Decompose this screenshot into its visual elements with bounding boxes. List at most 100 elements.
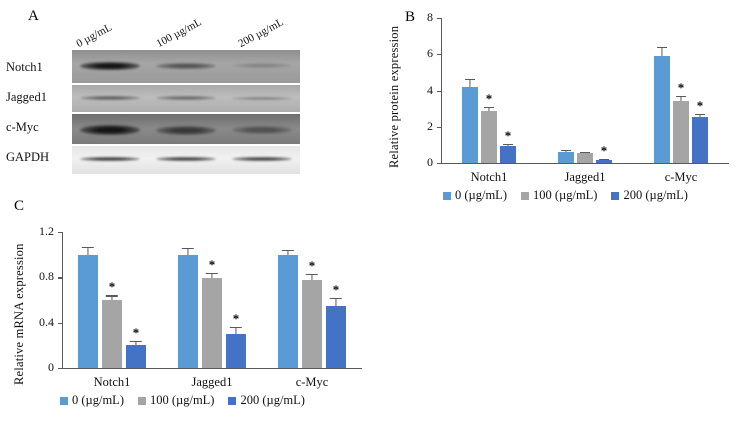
bar-c-myc-1 <box>673 101 689 163</box>
bar-jagged1-2 <box>226 334 246 368</box>
error-bar <box>462 79 478 87</box>
y-tick-label: 0.4 <box>39 314 54 329</box>
legend-label: 0 (µg/mL) <box>455 188 507 202</box>
blot-band <box>79 96 141 101</box>
error-bar <box>302 273 322 281</box>
y-tick-label: 0 <box>48 360 54 374</box>
category-label-jagged1: Jagged1 <box>191 375 233 389</box>
legend-item-0[interactable]: 0 (µg/mL) <box>443 188 507 203</box>
y-tick-mark <box>58 277 62 279</box>
error-bar-cap <box>580 151 590 153</box>
category-label-jagged1: Jagged1 <box>564 170 606 184</box>
y-tick-mark <box>58 322 62 324</box>
blot-band <box>155 96 217 101</box>
significance-marker: * <box>485 91 493 107</box>
error-bar-cap <box>561 149 571 151</box>
panel-c-mrna-chart: C Relative mRNA expression 0 0.4 0.8 1.2 * * N… <box>0 190 400 433</box>
blot-row-label-cmyc: c-Myc <box>6 120 39 134</box>
error-bar <box>226 327 246 334</box>
significance-marker: * <box>232 311 240 327</box>
legend-label: 200 (µg/mL) <box>240 393 305 407</box>
significance-marker: * <box>504 127 512 143</box>
blot-band <box>155 62 217 70</box>
error-bar <box>577 151 593 154</box>
error-bar-stem <box>211 272 213 278</box>
blot-band <box>231 157 293 162</box>
legend-item-1[interactable]: 100 (µg/mL) <box>520 188 597 203</box>
bar-notch1-0 <box>78 254 98 368</box>
error-bar-cap <box>205 272 219 274</box>
blot-band <box>231 96 293 101</box>
significance-marker: * <box>208 256 216 272</box>
bar-jagged1-1 <box>577 153 593 163</box>
y-tick-mark <box>58 232 62 234</box>
y-tick-mark <box>437 126 441 128</box>
bar-c-myc-0 <box>278 254 298 368</box>
lane-label-0: 0 µg/mL <box>74 21 114 50</box>
category-label-c-myc: c-Myc <box>295 375 329 389</box>
bar-c-myc-1 <box>302 280 322 368</box>
error-bar-cap <box>329 297 343 299</box>
blot-row-labels: Notch1 Jagged1 c-Myc GAPDH <box>6 52 76 172</box>
panel-b-protein-chart: B Relative protein expression 0 2 4 6 8 * * Not… <box>375 0 749 215</box>
y-tick-mark <box>437 163 441 165</box>
significance-marker: * <box>677 80 685 96</box>
blot-row-label-gapdh: GAPDH <box>6 150 50 164</box>
legend-swatch-icon <box>520 191 529 200</box>
y-tick-label: 2 <box>427 118 433 133</box>
panel-a-letter: A <box>28 8 39 24</box>
error-bar <box>178 247 198 255</box>
panel-a-western-blot: A 0 µg/mL 100 µg/mL 200 µg/mL Notch1 Jag… <box>0 0 375 190</box>
error-bar <box>126 341 146 346</box>
bar-c-myc-0 <box>654 56 670 163</box>
legend-label: 100 (µg/mL) <box>149 393 215 407</box>
lane-label-100: 100 µg/mL <box>154 16 204 50</box>
y-tick-mark <box>58 368 62 370</box>
legend-item-1[interactable]: 100 (µg/mL) <box>137 393 215 408</box>
category-label-c-myc: c-Myc <box>664 170 698 184</box>
y-tick-label: 1.2 <box>39 224 54 238</box>
error-bar-cap <box>181 247 195 249</box>
legend-label: 200 (µg/mL) <box>623 188 688 202</box>
bar-c-myc-2 <box>326 306 346 368</box>
y-tick-label: 8 <box>427 10 433 24</box>
bar-jagged1-1 <box>202 277 222 368</box>
legend-item-2[interactable]: 200 (µg/mL) <box>228 393 305 408</box>
blot-band <box>231 126 293 135</box>
legend-swatch-icon <box>60 396 68 405</box>
error-bar-cap <box>281 250 295 252</box>
error-bar-stem <box>335 297 337 307</box>
panel-b-plot-area: 0 2 4 6 8 * * Notch1 * Jagged1 * * c-Myc <box>427 10 729 184</box>
significance-marker: * <box>108 279 116 295</box>
error-bar-stem <box>311 273 313 281</box>
error-bar-stem <box>680 96 682 102</box>
bar-notch1-1 <box>481 111 497 163</box>
error-bar-stem <box>661 47 663 57</box>
blot-band <box>155 125 217 135</box>
blot-band <box>79 156 141 162</box>
legend-label: 0 (µg/mL) <box>72 393 124 407</box>
bar-notch1-2 <box>500 145 516 163</box>
legend-swatch-icon <box>228 396 237 405</box>
y-axis-line <box>62 232 64 369</box>
significance-marker: * <box>332 281 340 297</box>
error-bar-cap <box>503 143 513 145</box>
legend-item-0[interactable]: 0 (µg/mL) <box>60 393 124 408</box>
error-bar <box>481 107 497 112</box>
error-bar-cap <box>484 107 494 109</box>
error-bar <box>673 96 689 102</box>
error-bar <box>500 143 516 146</box>
legend-swatch-icon <box>443 191 451 200</box>
error-bar <box>558 149 574 152</box>
bar-notch1-0 <box>462 86 478 163</box>
significance-marker: * <box>132 325 140 341</box>
y-tick-mark <box>437 18 441 20</box>
legend-item-2[interactable]: 200 (µg/mL) <box>611 188 688 203</box>
x-axis-line <box>441 163 729 165</box>
bar-notch1-2 <box>126 345 146 368</box>
bar-jagged1-0 <box>558 151 574 163</box>
blot-strip-notch1 <box>72 50 300 83</box>
significance-marker: * <box>696 97 704 113</box>
blot-band <box>155 157 217 162</box>
panel-c-plot-area: 0 0.4 0.8 1.2 * * Notch1 * * Jagged1 * * c-Myc <box>39 224 362 389</box>
